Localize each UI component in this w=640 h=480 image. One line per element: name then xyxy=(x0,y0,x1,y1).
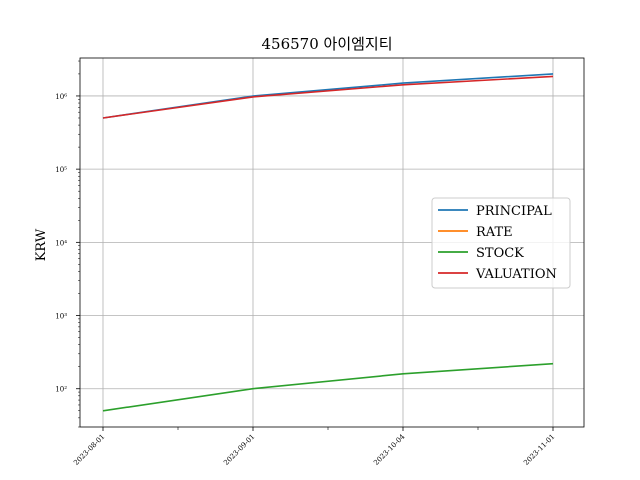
y-tick-label: 10² xyxy=(55,386,67,394)
x-tick-label: 2023-11-01 xyxy=(522,433,556,467)
x-tick-label: 2023-08-01 xyxy=(72,433,106,467)
x-tick-label: 2023-09-01 xyxy=(222,433,256,467)
plot-frame xyxy=(79,57,585,428)
legend-label-rate: RATE xyxy=(476,225,513,240)
series-line-stock xyxy=(102,362,554,412)
grid-lines xyxy=(80,58,584,427)
y-tick-label: 10⁵ xyxy=(55,166,67,174)
series-line-valuation xyxy=(102,75,554,119)
y-axis-label: KRW xyxy=(34,228,49,261)
y-tick-label: 10³ xyxy=(55,313,67,321)
legend: PRINCIPAL RATE STOCK VALUATION xyxy=(431,197,571,289)
chart-title: 456570 아이엠지티 xyxy=(261,35,392,53)
y-tick-label: 10⁴ xyxy=(55,239,67,247)
legend-box xyxy=(431,197,571,289)
x-tick-label: 2023-10-04 xyxy=(372,432,407,467)
legend-label-principal: PRINCIPAL xyxy=(476,204,552,219)
legend-label-valuation: VALUATION xyxy=(475,267,557,282)
series-lines xyxy=(102,73,554,412)
legend-label-stock: STOCK xyxy=(476,246,524,261)
y-tick-label: 10⁶ xyxy=(55,93,67,101)
